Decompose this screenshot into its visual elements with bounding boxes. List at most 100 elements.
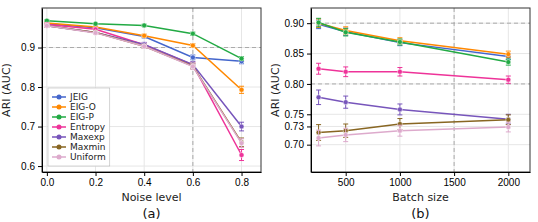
series [316,122,511,146]
y-tick: 0.73 [285,121,311,132]
y-tick: 0.6 [21,161,42,172]
error-bar-cap [397,125,402,126]
error-bar-cap [506,83,511,84]
x-tick-label: 0.2 [89,177,103,188]
error-bar [506,59,511,65]
y-tick-mark [307,84,311,85]
series [44,23,244,147]
x-tick-label: 2000 [498,177,521,188]
x-tick-label: 0.4 [138,177,152,188]
error-bar [316,19,321,28]
error-bar-cap [343,28,348,29]
error-bar [239,57,244,61]
x-tick: 2000 [498,172,521,188]
grid [311,8,530,172]
point [506,117,511,122]
y-tick: 0.85 [285,48,311,59]
error-bar [397,104,402,115]
point [239,124,244,129]
grid-line-y [311,83,530,84]
legend-entry: Maxmin [52,142,106,152]
error-bar [190,55,195,60]
error-bar-cap [239,138,244,139]
x-tick-label: 500 [338,177,355,188]
x-tick-label: 1500 [443,177,466,188]
series [44,18,244,61]
error-bar [343,128,348,141]
legend-label: EIG-P [70,112,95,122]
error-bar-cap [343,35,348,36]
y-tick-mark [307,126,311,127]
x-tick: 0.0 [40,172,54,188]
legend-entry: JEIG [52,92,88,102]
series-line [47,26,242,143]
x-tick: 0.4 [138,172,152,188]
legend-swatch-marker [57,95,62,100]
y-tick-mark [38,166,42,167]
y-tick-label: 0.6 [21,161,35,172]
panel-label: (b) [411,206,429,221]
plot-area [42,8,261,172]
x-tick-mark [454,172,455,176]
point [190,64,195,69]
error-bar-cap [343,128,348,129]
error-bar-cap [343,66,348,67]
point [190,64,195,69]
x-axis-domain [43,172,262,173]
error-bar [190,44,195,48]
legend-label: JEIG [69,92,88,102]
error-bar [343,27,348,34]
error-bar-cap [397,118,402,119]
x-axis-domain [312,172,531,173]
point [397,107,402,112]
point [506,117,511,122]
series [44,21,244,94]
y-tick: 0.9 [21,42,42,53]
point [93,30,98,35]
error-bar [239,122,244,131]
series-line [47,26,242,127]
grid-line-x [454,8,455,172]
error-bar [316,18,321,27]
y-tick-label: 0.73 [285,121,305,132]
point [142,34,147,39]
y-tick-mark [38,87,42,88]
legend-label: Entropy [70,122,106,132]
error-bar-cap [397,103,402,104]
point [239,87,244,92]
error-bar [142,44,147,48]
y-tick-label: 0.90 [285,18,305,29]
reference-line-h [311,23,530,24]
error-bar-cap [316,27,321,28]
legend-entry: Entropy [52,122,106,132]
point [142,33,147,38]
error-bar-cap [506,122,511,123]
point [44,23,49,28]
legend-swatch-marker [57,105,62,110]
point [239,141,244,146]
series-line [319,23,509,54]
grid-line-x [508,8,509,172]
error-bar [190,64,195,70]
legend-swatch-marker [57,125,62,130]
series-line [319,127,509,138]
point [142,23,147,28]
plot-frame [42,8,261,172]
error-bar [506,114,511,124]
point [316,135,321,140]
error-bar [142,44,147,48]
x-tick-mark [400,172,401,176]
legend-label: Uniform [70,152,106,162]
error-bar [142,34,147,37]
error-bar [397,39,402,45]
error-bar [506,51,511,57]
y-tick: 0.90 [285,18,311,29]
y-tick-mark [307,114,311,115]
y-tick-mark [307,145,311,146]
error-bar-cap [506,131,511,132]
series [316,90,511,124]
legend-entry: EIG-O [52,102,96,112]
point [343,132,348,137]
error-bar-cap [316,28,321,29]
error-bar [397,38,402,44]
